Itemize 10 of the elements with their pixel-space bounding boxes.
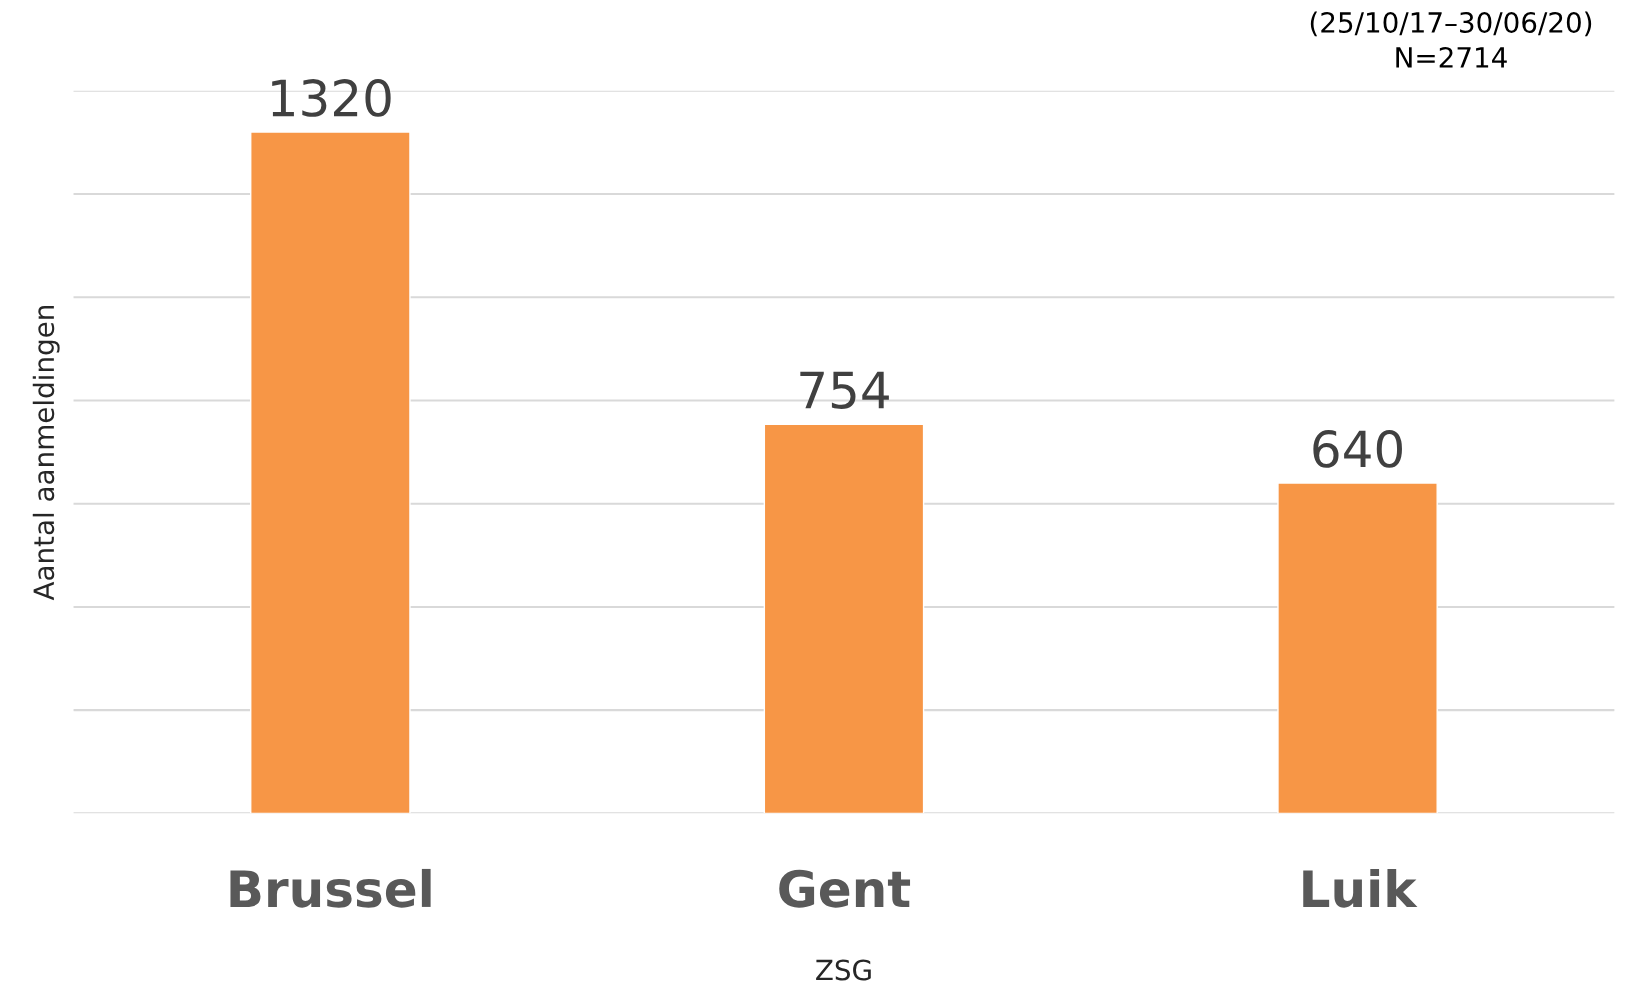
data-label: 640 [1313,430,1402,468]
y-axis-title: Aantal aanmeldingen [32,306,60,601]
text: N=2714 [1396,46,1507,68]
data-label: 1320 [272,79,391,117]
x-tick-label: Luik [1303,868,1418,908]
x-tick-label: Gent [779,869,911,908]
x-tick-label: Brussel [230,868,431,908]
data-label: 754 [800,371,889,409]
x-axis-title: ZSG [816,959,871,981]
text: (25/10/17–30/06/20) [1310,11,1592,37]
